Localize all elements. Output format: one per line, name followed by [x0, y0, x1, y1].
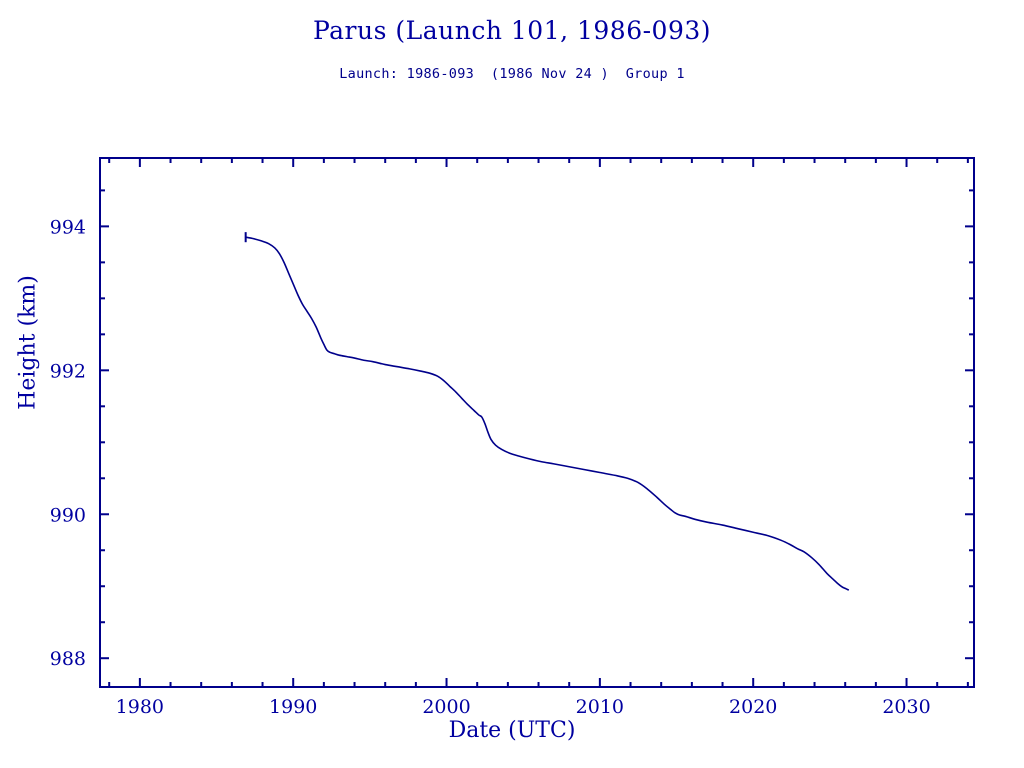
- chart-subtitle: Launch: 1986-093 (1986 Nov 24 ) Group 1: [339, 66, 685, 82]
- y-tick-label: 988: [50, 648, 86, 670]
- x-axis-ticks: [108, 158, 969, 687]
- plot-frame: [99, 157, 975, 688]
- x-tick-label: 1980: [116, 696, 164, 718]
- x-tick-label: 1990: [269, 696, 317, 718]
- chart-title: Parus (Launch 101, 1986-093): [312, 16, 712, 45]
- y-axis-tick-labels: 988 990 992 994: [50, 216, 86, 670]
- series-line: [244, 236, 850, 591]
- x-tick-label: 2010: [576, 696, 624, 718]
- y-tick-label: 990: [50, 504, 86, 526]
- frame-rect: [99, 157, 975, 688]
- x-tick-label: 2000: [422, 696, 470, 718]
- x-tick-label: 2030: [882, 696, 930, 718]
- y-tick-label: 994: [50, 216, 86, 238]
- x-axis-tick-labels: 1980 1990 2000 2010 2020 2030: [116, 696, 931, 718]
- x-axis-label: Date (UTC): [448, 718, 576, 743]
- y-axis-ticks: [100, 189, 974, 660]
- x-tick-label: 2020: [729, 696, 777, 718]
- data-series-height: [244, 236, 850, 591]
- y-tick-label: 992: [50, 360, 86, 382]
